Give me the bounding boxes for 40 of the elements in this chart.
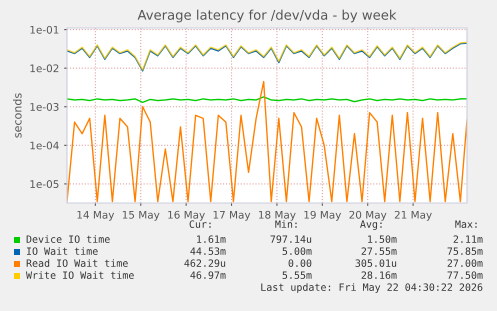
text: 77.50m (448, 271, 483, 279)
x-tick-label: 18 May (259, 210, 296, 221)
x-tick-label: 16 May (168, 210, 205, 221)
text: 44.53m (190, 247, 226, 255)
text: 462.29u (184, 259, 226, 267)
text: 305.01u (356, 259, 396, 267)
x-tick-label: 21 May (394, 210, 432, 221)
text: Max: (455, 220, 477, 228)
legend-label: Read IO Wait time (26, 259, 128, 267)
legend-label: Write IO Wait time (26, 271, 134, 279)
text: 1.61m (197, 235, 226, 243)
y-tick-label: 1e-03 (30, 102, 59, 111)
y-tick-label: 1e-05 (30, 180, 58, 188)
x-tick-label: 20 May (349, 210, 386, 221)
text: 27.00m (448, 259, 483, 267)
text: 75.85m (448, 247, 483, 255)
text: Cur: (190, 220, 211, 228)
chart-title: Average latency for /dev/vda - by week (138, 10, 396, 22)
text: 46.97m (190, 271, 226, 279)
legend-label: Device IO time (26, 235, 110, 243)
text: 5.00m (282, 247, 312, 255)
legend-label: IO Wait time (26, 247, 98, 255)
y-tick-label: 1e-01 (30, 26, 58, 34)
y-axis-title: seconds (13, 93, 22, 138)
y-tick-label: 1e-04 (30, 142, 59, 150)
text: 1.50m (368, 235, 397, 243)
x-tick-label: 15 May (122, 210, 160, 221)
text: 797.14u (270, 235, 312, 243)
x-tick-label: 17 May (214, 210, 250, 221)
text: 27.55m (362, 247, 397, 255)
x-tick-label: 19 May (304, 210, 342, 221)
text: 28.16m (362, 271, 397, 279)
text: Last update: Fri May 22 04:30:22 2026 (261, 283, 482, 293)
text: 5.55m (282, 271, 312, 279)
text: Avg: (360, 220, 382, 230)
text: Min: (275, 220, 297, 228)
y-tick-label: 1e-02 (30, 64, 58, 72)
x-tick-label: 14 May (77, 210, 114, 221)
text: 0.00 (288, 259, 312, 267)
text: 2.11m (454, 235, 483, 243)
